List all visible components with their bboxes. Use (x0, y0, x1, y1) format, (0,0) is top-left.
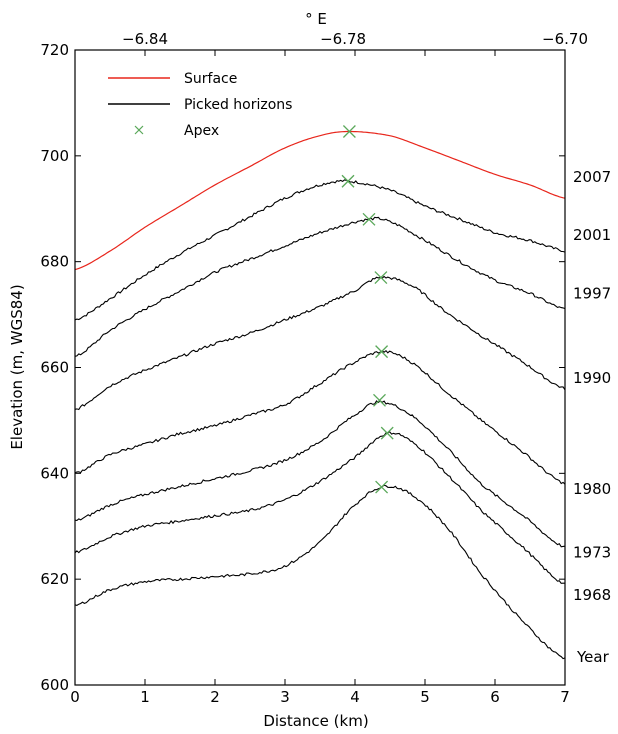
surface-line (74, 130, 566, 271)
legend-apex-marker (134, 125, 144, 135)
year-label: 1990 (573, 369, 611, 387)
top-tick-label: −6.84 (122, 30, 168, 48)
horizon-line (74, 400, 566, 548)
y-tick-label: 600 (40, 676, 69, 694)
y-tick-label: 680 (40, 253, 69, 271)
y-tick-label: 720 (40, 41, 69, 59)
apex-marker (341, 174, 355, 188)
x-tick-label: 6 (490, 688, 500, 706)
y-tick-label: 620 (40, 570, 69, 588)
year-label: 1997 (573, 284, 611, 302)
y-tick-label: 660 (40, 359, 69, 377)
x-tick-label: 4 (350, 688, 360, 706)
top-tick-label: −6.70 (542, 30, 588, 48)
y-tick-label: 700 (40, 147, 69, 165)
y-tick-label: 640 (40, 464, 69, 482)
legend: Surface Picked horizons Apex (108, 71, 292, 139)
apex-marker (373, 393, 386, 407)
x-tick-label: 3 (280, 688, 290, 706)
x-tick-label: 1 (140, 688, 150, 706)
apex-marker (380, 426, 394, 440)
apex-marker (362, 212, 376, 226)
horizon-line (74, 349, 566, 485)
apex-marker (374, 271, 388, 285)
plot-area: 0 1 2 3 4 5 6 7 600 620 640 660 680 700 720 −6.84 −6.78 −… (40, 30, 611, 706)
x-tick-label: 7 (560, 688, 570, 706)
apex-marker (375, 480, 389, 494)
x-axis-title: Distance (km) (263, 712, 368, 730)
x-tick-label: 5 (420, 688, 430, 706)
x-tick-label: 0 (70, 688, 80, 706)
apex-marker (342, 125, 356, 138)
year-label: 1968 (573, 586, 611, 604)
legend-apex-label: Apex (184, 123, 219, 139)
horizon-line (74, 216, 566, 357)
horizon-line (74, 431, 565, 584)
horizon-line (74, 484, 566, 660)
y-axis-title: Elevation (m, WGS84) (8, 284, 26, 449)
horizon-line (74, 179, 566, 321)
legend-horizons-label: Picked horizons (184, 97, 292, 113)
year-label: 2001 (573, 226, 611, 244)
top-axis-title: ° E (305, 10, 327, 28)
legend-surface-label: Surface (184, 71, 237, 87)
top-tick-label: −6.78 (320, 30, 366, 48)
x-tick-label: 2 (210, 688, 220, 706)
year-label: 2007 (573, 168, 611, 186)
apex-marker (375, 345, 389, 359)
right-axis-title: Year (576, 648, 610, 666)
year-label: 1980 (573, 480, 611, 498)
horizon-line (74, 275, 566, 411)
year-label: 1973 (573, 544, 611, 562)
